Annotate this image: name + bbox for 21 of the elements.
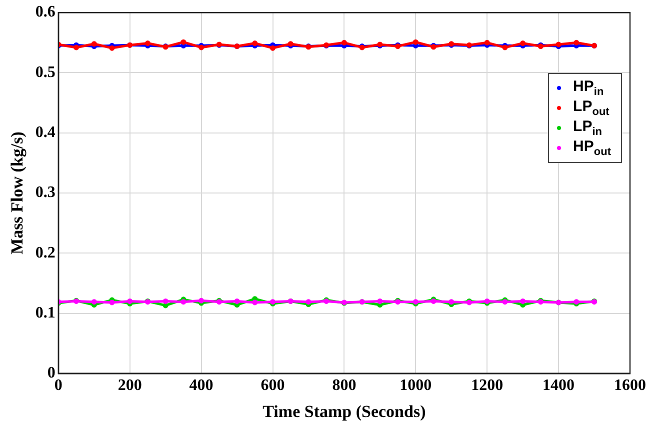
y-tick-label: 0.1 bbox=[35, 304, 56, 322]
x-tick-label: 400 bbox=[189, 377, 214, 394]
y-tick-label: 0.5 bbox=[35, 64, 56, 81]
y-tick-label: 0.4 bbox=[35, 124, 56, 142]
y-tick-label: 0.6 bbox=[35, 4, 56, 21]
x-axis-title: Time Stamp (Seconds) bbox=[262, 402, 426, 422]
legend-label: LP$_{out}$ bbox=[573, 98, 610, 118]
x-tick-label: 1600 bbox=[614, 377, 646, 394]
legend-label: HP$_{out}$ bbox=[573, 138, 611, 158]
x-tick-label: 200 bbox=[118, 377, 142, 394]
y-tick-label: 0 bbox=[47, 364, 56, 382]
legend-label: LP$_{in}$ bbox=[573, 118, 602, 138]
y-axis-title: Mass Flow (kg/s) bbox=[8, 132, 27, 254]
x-tick-label: 1400 bbox=[542, 377, 575, 394]
y-tick-label: 0.2 bbox=[35, 244, 56, 262]
legend-label: HP$_{in}$ bbox=[573, 78, 604, 98]
x-tick-label: 600 bbox=[260, 377, 285, 394]
y-tick-label: 0.3 bbox=[35, 184, 56, 202]
x-tick-label: 1000 bbox=[400, 377, 432, 394]
x-tick-label: 1200 bbox=[471, 377, 504, 394]
x-tick-label: 800 bbox=[332, 377, 356, 394]
